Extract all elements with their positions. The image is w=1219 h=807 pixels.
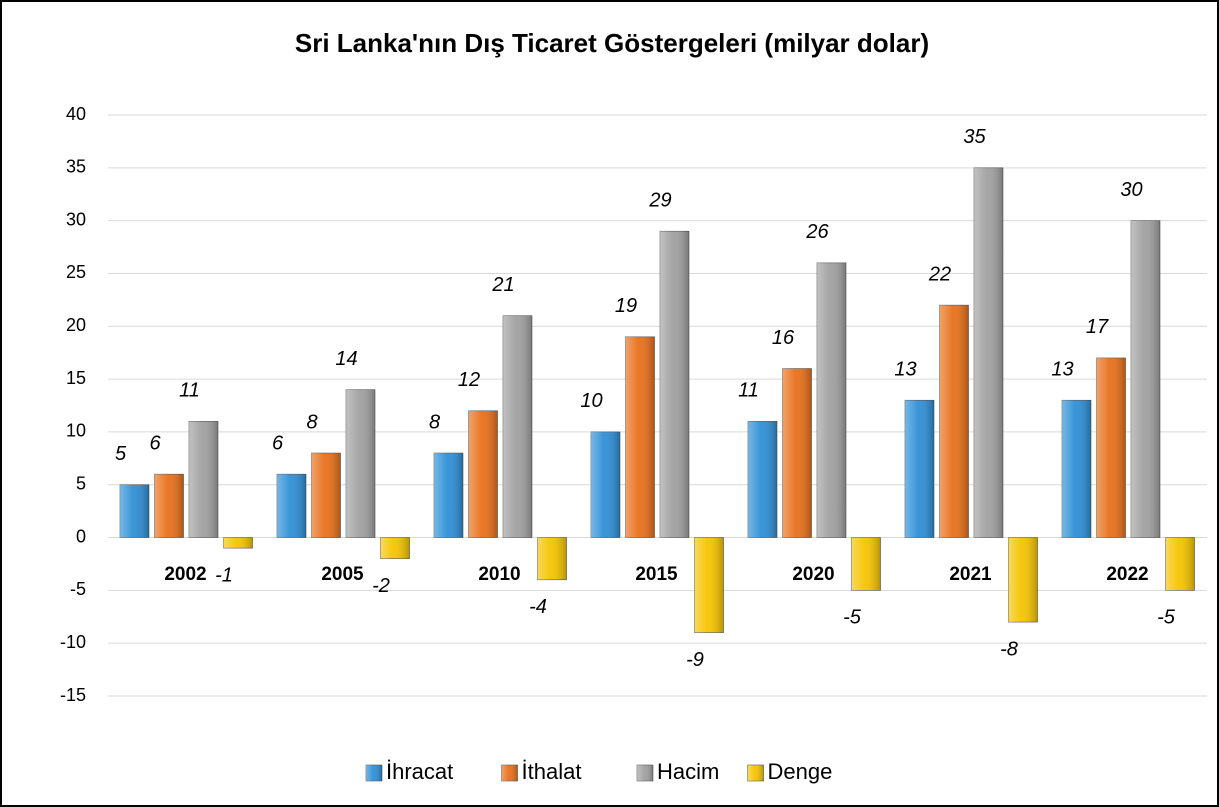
data-label: -2	[372, 575, 390, 597]
bar	[502, 315, 533, 538]
legend-swatch-shine	[747, 765, 764, 781]
data-label: -8	[1000, 638, 1018, 660]
data-label: -4	[529, 596, 547, 618]
y-tick-label: 30	[66, 209, 86, 229]
y-tick-label: 25	[66, 262, 86, 282]
data-label: -1	[215, 564, 233, 586]
bar	[223, 537, 253, 549]
data-label: 35	[963, 126, 986, 148]
y-tick-label: 0	[76, 526, 86, 546]
data-label: -5	[843, 607, 862, 629]
y-tick-label: 35	[66, 157, 86, 177]
legend-label: İthalat	[522, 759, 582, 784]
y-tick-label: -15	[60, 685, 86, 705]
bar	[1130, 220, 1161, 538]
data-label: 22	[928, 263, 951, 285]
data-label: 26	[805, 221, 829, 243]
data-label: 13	[1051, 358, 1073, 380]
data-label: 11	[179, 380, 200, 402]
data-label: 17	[1086, 316, 1109, 338]
data-label: 16	[772, 327, 795, 349]
x-tick-label: 2021	[949, 564, 992, 585]
data-label: 11	[738, 380, 759, 402]
y-tick-label: 40	[66, 104, 86, 124]
bar	[345, 389, 376, 538]
bar	[433, 452, 464, 538]
data-label: 5	[115, 443, 127, 465]
legend-label: Hacim	[657, 759, 719, 784]
bar	[468, 410, 498, 538]
bar	[276, 473, 307, 538]
data-label: 13	[894, 358, 916, 380]
data-label: 6	[149, 432, 161, 454]
legend-swatch-shine	[366, 765, 382, 781]
x-tick-label: 2022	[1106, 564, 1148, 585]
x-tick-label: 2002	[164, 564, 206, 585]
y-tick-label: -10	[60, 632, 86, 652]
bar	[816, 262, 847, 538]
bar	[973, 167, 1004, 538]
bar	[851, 537, 881, 591]
y-tick-label: 10	[66, 421, 86, 441]
bar	[1165, 537, 1195, 591]
bar	[747, 421, 778, 538]
bar	[782, 368, 812, 538]
data-label: 14	[335, 348, 357, 370]
data-label: 8	[306, 411, 317, 433]
y-tick-label: 5	[76, 473, 86, 493]
chart-title: Sri Lanka'nın Dış Ticaret Göstergeleri (…	[295, 28, 929, 58]
legend-label: İhracat	[386, 759, 453, 784]
bar	[311, 452, 341, 538]
bar	[694, 537, 724, 633]
legend-swatch-shine	[637, 765, 653, 781]
y-tick-label: 15	[66, 368, 86, 388]
bar	[904, 399, 935, 538]
data-label: 19	[615, 295, 637, 317]
data-label: 6	[272, 432, 284, 454]
bar	[1096, 357, 1126, 538]
bar	[1008, 537, 1038, 623]
data-label: 21	[491, 274, 514, 296]
legend-label: Denge	[768, 759, 833, 784]
bar	[154, 473, 184, 538]
bar	[939, 304, 969, 538]
bar	[119, 484, 150, 538]
data-label: 12	[458, 369, 480, 391]
data-label: -5	[1157, 607, 1176, 629]
data-label: 8	[429, 411, 440, 433]
bar	[1061, 399, 1092, 538]
data-label: -9	[686, 649, 704, 671]
bar	[625, 336, 655, 538]
legend-swatch-shine	[501, 765, 518, 781]
bar	[590, 431, 621, 538]
y-tick-label: 20	[66, 315, 86, 335]
x-tick-label: 2015	[635, 564, 678, 585]
bar	[380, 537, 410, 559]
bar	[188, 421, 219, 538]
bar	[537, 537, 567, 581]
x-tick-label: 2005	[321, 564, 364, 585]
bar	[659, 230, 690, 538]
x-tick-label: 2010	[478, 564, 520, 585]
x-tick-label: 2020	[792, 564, 834, 585]
data-label: 10	[580, 390, 602, 412]
y-tick-label: -5	[70, 579, 86, 599]
data-label: 30	[1120, 179, 1142, 201]
data-label: 29	[648, 189, 671, 211]
